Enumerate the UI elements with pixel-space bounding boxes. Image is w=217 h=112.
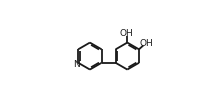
Text: OH: OH (139, 39, 153, 47)
Text: OH: OH (120, 29, 133, 38)
Text: N: N (73, 60, 80, 69)
